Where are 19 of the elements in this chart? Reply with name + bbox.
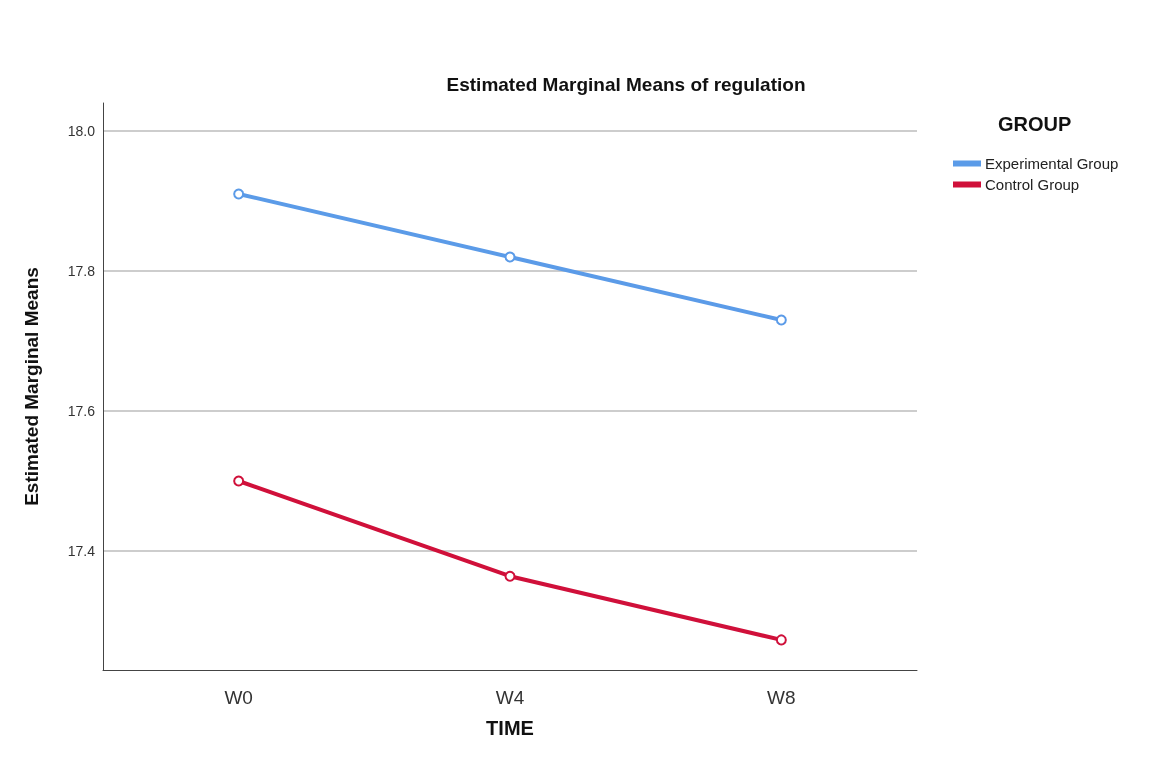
point xyxy=(504,570,516,582)
point xyxy=(504,251,516,263)
x-tick-label: W8 xyxy=(767,687,796,708)
chart-title: Estimated Marginal Means of regulation xyxy=(446,74,806,95)
y-tick-label: 17.6 xyxy=(67,403,96,419)
y-axis-title: Estimated Marginal Means xyxy=(21,267,42,506)
y-tick-label: 17.8 xyxy=(67,263,96,279)
point xyxy=(775,314,787,326)
legend-label: Control Group xyxy=(985,176,1080,193)
y-tick-label: 18.0 xyxy=(67,123,96,139)
point xyxy=(233,475,245,487)
x-tick-label: W0 xyxy=(224,687,253,708)
point xyxy=(775,634,787,646)
legend-title: GROUP xyxy=(998,113,1072,135)
point xyxy=(233,188,245,200)
y-tick-label: 17.4 xyxy=(67,543,96,559)
legend-label: Experimental Group xyxy=(985,155,1119,172)
x-tick-label: W4 xyxy=(495,687,525,708)
x-axis-title: TIME xyxy=(486,717,534,739)
